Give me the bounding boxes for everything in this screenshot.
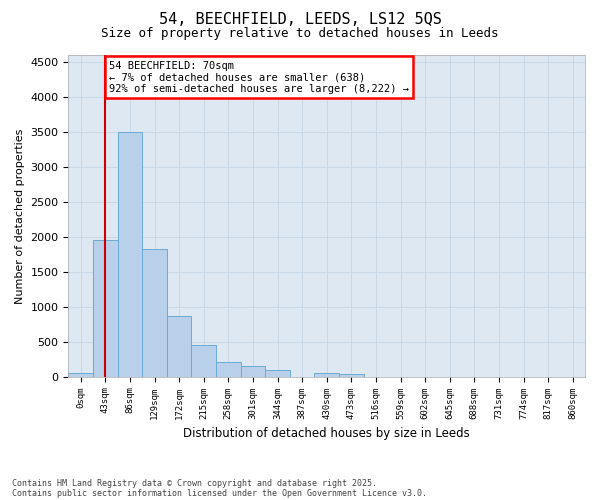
Text: Contains public sector information licensed under the Open Government Licence v3: Contains public sector information licen… xyxy=(12,488,427,498)
Text: Size of property relative to detached houses in Leeds: Size of property relative to detached ho… xyxy=(101,28,499,40)
Bar xyxy=(93,240,118,376)
Bar xyxy=(339,374,364,376)
Bar xyxy=(216,362,241,376)
Bar xyxy=(265,370,290,376)
Bar xyxy=(118,132,142,376)
X-axis label: Distribution of detached houses by size in Leeds: Distribution of detached houses by size … xyxy=(184,427,470,440)
Bar xyxy=(167,316,191,376)
Bar xyxy=(68,373,93,376)
Bar xyxy=(314,373,339,376)
Text: 54, BEECHFIELD, LEEDS, LS12 5QS: 54, BEECHFIELD, LEEDS, LS12 5QS xyxy=(158,12,442,28)
Bar xyxy=(191,345,216,376)
Text: 54 BEECHFIELD: 70sqm
← 7% of detached houses are smaller (638)
92% of semi-detac: 54 BEECHFIELD: 70sqm ← 7% of detached ho… xyxy=(109,60,409,94)
Bar xyxy=(142,250,167,376)
Y-axis label: Number of detached properties: Number of detached properties xyxy=(15,128,25,304)
Text: Contains HM Land Registry data © Crown copyright and database right 2025.: Contains HM Land Registry data © Crown c… xyxy=(12,478,377,488)
Bar xyxy=(241,366,265,376)
